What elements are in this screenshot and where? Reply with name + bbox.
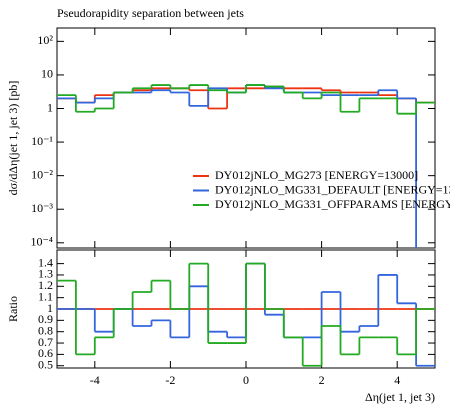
chart-title: Pseudorapidity separation between jets <box>57 6 244 20</box>
x-tick-label: 4 <box>394 373 400 387</box>
x-tick-label: 0 <box>243 373 249 387</box>
x-tick-label: -2 <box>165 373 175 387</box>
x-tick-label: 2 <box>319 373 325 387</box>
y-tick-label: 0.6 <box>38 346 53 360</box>
legend-label: DY012jNLO_MG331_DEFAULT [ENERGY=13000] <box>215 182 450 196</box>
y-tick-label: 1.1 <box>38 289 53 303</box>
y-tick-label: 10⁻³ <box>31 201 53 215</box>
y-tick-label: 1 <box>47 301 53 315</box>
y-tick-label: 1.4 <box>38 255 53 269</box>
y-tick-label: 0.5 <box>38 357 53 371</box>
plot-area <box>57 262 435 367</box>
y-tick-label: 0.9 <box>38 312 53 326</box>
x-tick-label: -4 <box>90 373 100 387</box>
y-tick-label: 0.7 <box>38 335 53 349</box>
plot-frame <box>56 27 436 249</box>
y-tick-label: 0.8 <box>38 323 53 337</box>
y-tick-label: 10⁻¹ <box>31 134 53 148</box>
y-tick-label: 1.3 <box>38 267 53 281</box>
ratio-axis-label: Ratio <box>6 296 20 322</box>
y-tick-label: 10 <box>41 67 53 81</box>
y-tick-label: 10⁻⁴ <box>30 235 53 249</box>
legend-label: DY012jNLO_MG331_OFFPARAMS [ENERGY=13000] <box>215 197 450 211</box>
legend-label: DY012jNLO_MG273 [ENERGY=13000] <box>215 168 418 182</box>
y-tick-label: 10² <box>37 33 53 47</box>
y-tick-label: 1 <box>47 100 53 114</box>
y-axis-label: dσ/dΔη(jet 1, jet 3) [pb] <box>6 81 20 196</box>
y-tick-label: 1.2 <box>38 278 53 292</box>
plot-area <box>57 84 435 248</box>
x-axis-label: Δη(jet 1, jet 3) <box>365 390 435 404</box>
y-tick-label: 10⁻² <box>31 167 53 181</box>
